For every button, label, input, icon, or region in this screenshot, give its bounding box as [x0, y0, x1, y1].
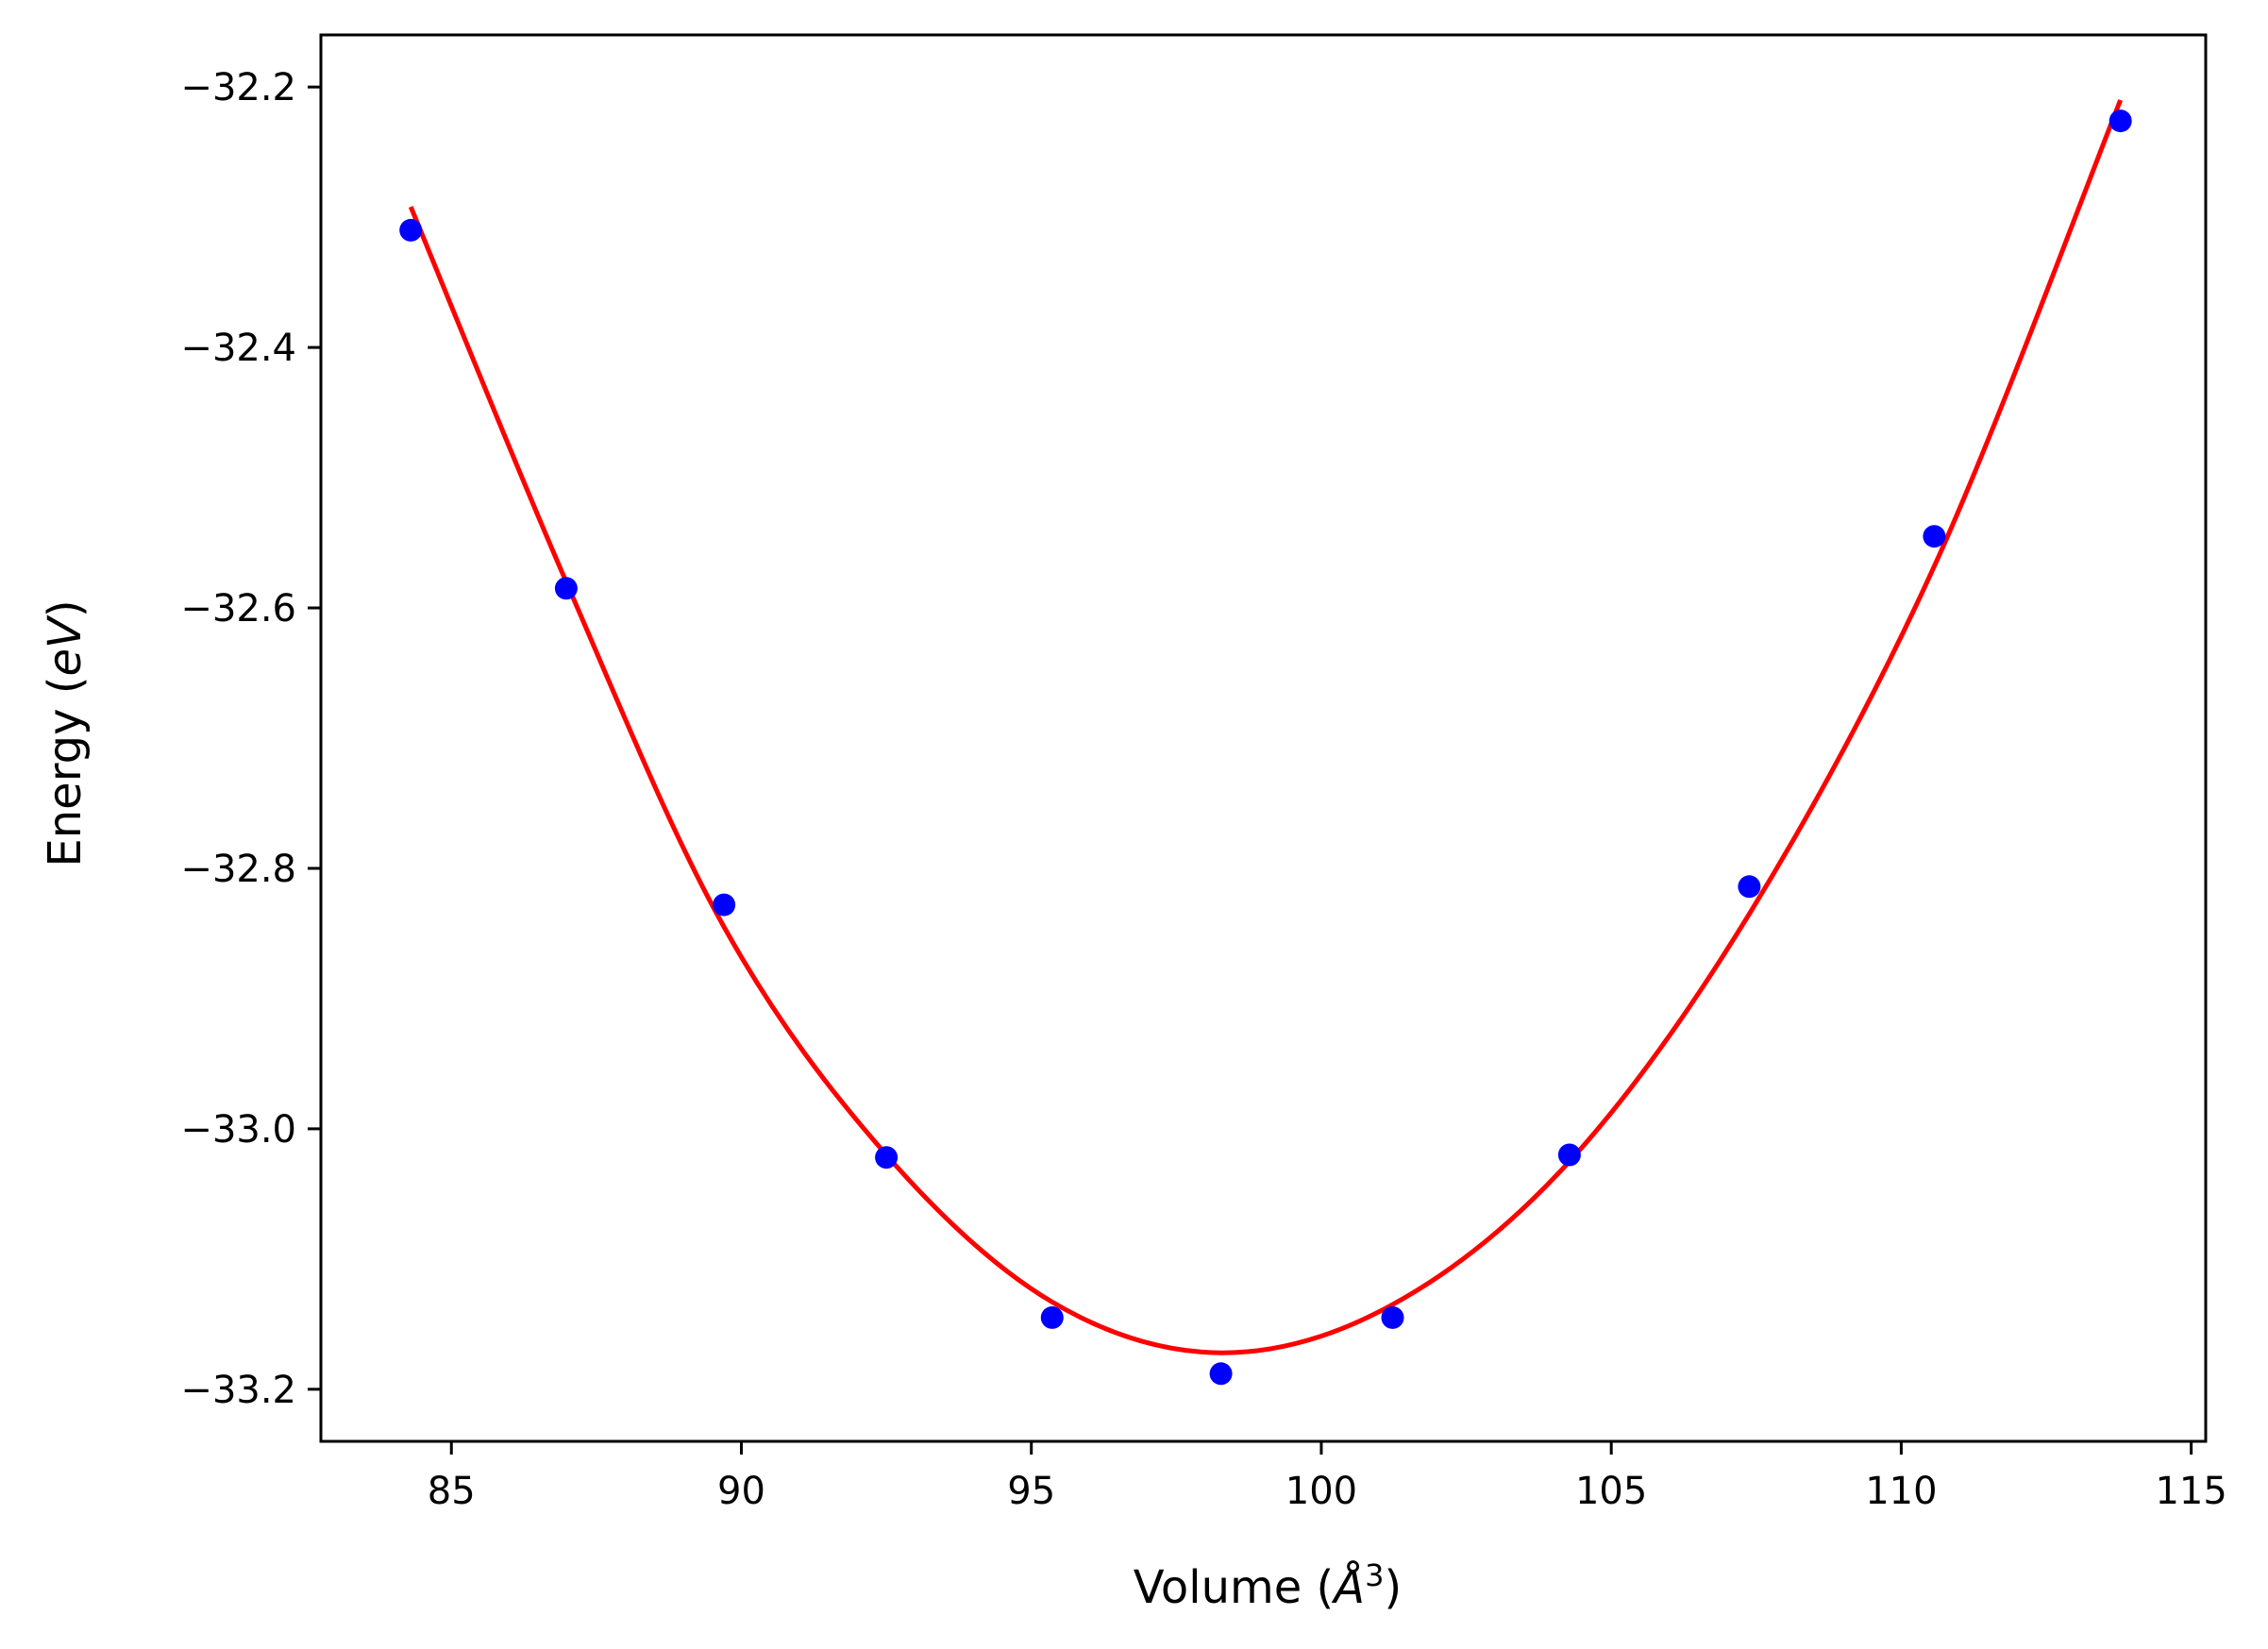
- x-axis-label-unit-base: Å: [1331, 1560, 1365, 1614]
- y-axis-label-text: Energy: [39, 709, 92, 867]
- y-tick-label: −32.2: [180, 66, 296, 109]
- data-point: [399, 218, 423, 242]
- data-point: [875, 1146, 899, 1169]
- data-point: [713, 893, 736, 917]
- y-axis-label-open-paren: (: [39, 677, 92, 709]
- data-point: [1557, 1143, 1581, 1167]
- y-tick-label: −32.4: [180, 327, 296, 370]
- fit-curve: [408, 99, 2124, 1355]
- y-tick-label: −33.2: [180, 1369, 296, 1412]
- data-point: [1738, 875, 1761, 899]
- x-axis-label-text: Volume: [1134, 1561, 1302, 1614]
- y-tick-label: −32.6: [180, 587, 296, 631]
- data-point: [1209, 1362, 1233, 1386]
- x-axis-label-close-paren: ): [1384, 1561, 1402, 1614]
- x-axis-label: Volume (Å3): [1134, 1557, 1402, 1614]
- y-axis-label-close-paren: ): [39, 599, 92, 617]
- x-tick-label: 105: [1575, 1470, 1647, 1513]
- x-tick-label: 95: [1007, 1470, 1055, 1513]
- plot-area: [399, 99, 2132, 1386]
- y-tick-label: −32.8: [180, 848, 296, 891]
- x-axis-label-open-paren: (: [1302, 1561, 1334, 1614]
- x-tick-label: 100: [1285, 1470, 1357, 1513]
- x-axis-label-unit-exp: 3: [1365, 1557, 1384, 1593]
- data-point: [554, 577, 578, 600]
- x-tick-label: 110: [1865, 1470, 1937, 1513]
- axes: 85 90 95 100 105 110 115 −32.2 −32.4 −32.6 −32.8 −3…: [180, 33, 2227, 1513]
- data-point: [1381, 1305, 1404, 1329]
- y-axis-label: Energy (eV): [39, 599, 92, 867]
- x-tick-label: 85: [428, 1470, 476, 1513]
- x-tick-label: 115: [2155, 1470, 2226, 1513]
- y-tick-label: −33.0: [180, 1108, 296, 1152]
- x-tick-label: 90: [717, 1470, 765, 1513]
- data-point: [1040, 1305, 1064, 1329]
- axes-frame: [319, 33, 2208, 1443]
- data-point: [2108, 109, 2132, 133]
- y-axis-label-unit: eV: [39, 614, 92, 677]
- data-point: [1923, 525, 1946, 548]
